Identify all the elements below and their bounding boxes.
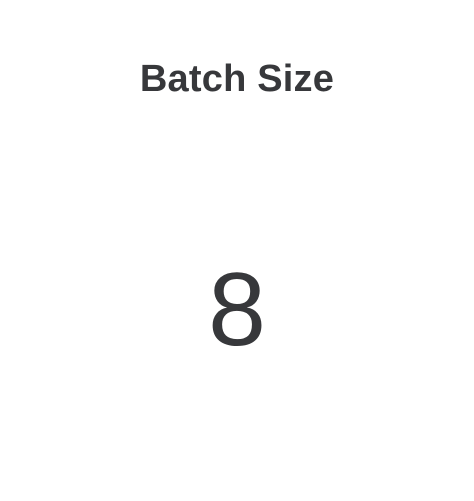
- stat-title: Batch Size: [139, 58, 335, 100]
- stat-value: 8: [208, 252, 266, 368]
